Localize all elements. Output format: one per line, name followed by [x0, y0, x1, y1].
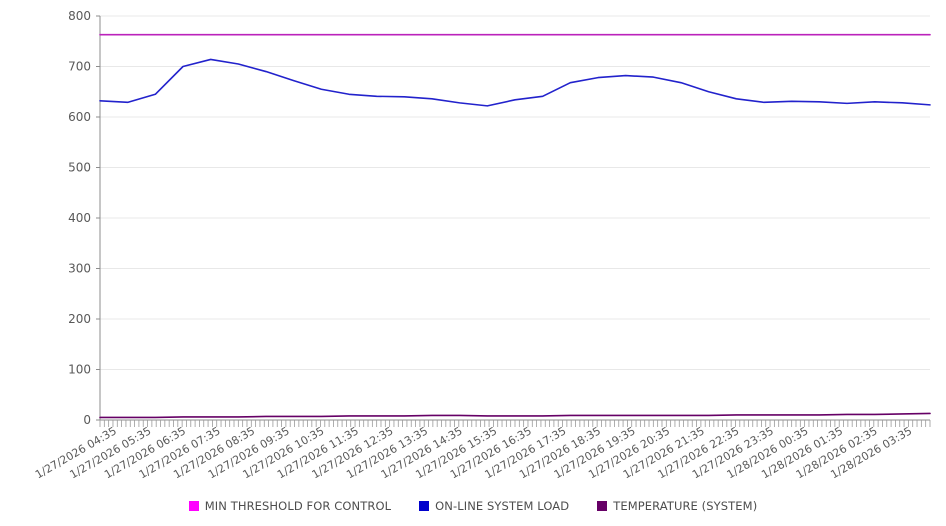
svg-text:600: 600 [68, 110, 91, 124]
x-axis-tick-labels: 1/27/2026 04:351/27/2026 05:351/27/2026 … [33, 424, 914, 481]
svg-text:500: 500 [68, 161, 91, 175]
svg-text:200: 200 [68, 312, 91, 326]
legend-item-label: MIN THRESHOLD FOR CONTROL [204, 499, 392, 513]
y-axis: 0 100 200 300 400 500 600 700 800 [68, 9, 101, 427]
svg-text:400: 400 [68, 211, 91, 225]
svg-text:300: 300 [68, 262, 91, 276]
legend-item-label: TEMPERATURE (SYSTEM) [613, 499, 758, 513]
svg-text:700: 700 [68, 60, 91, 74]
data-series-group [99, 33, 931, 419]
legend-swatch-icon [188, 501, 199, 511]
legend-item-label: ON-LINE SYSTEM LOAD [435, 499, 570, 513]
legend-item-on-line-system-load[interactable]: ON-LINE SYSTEM LOAD [419, 499, 569, 513]
legend-item-temperature-system[interactable]: TEMPERATURE (SYSTEM) [597, 499, 757, 513]
svg-text:800: 800 [68, 9, 91, 23]
legend-swatch-icon [419, 501, 430, 511]
x-axis-minor-ticks [99, 420, 931, 427]
legend-item-min-threshold-for-control[interactable]: MIN THRESHOLD FOR CONTROL [188, 499, 392, 513]
svg-text:0: 0 [83, 413, 91, 427]
chart-legend: MIN THRESHOLD FOR CONTROL ON-LINE SYSTEM… [0, 495, 946, 517]
svg-text:100: 100 [68, 363, 91, 377]
legend-swatch-icon [597, 501, 608, 511]
